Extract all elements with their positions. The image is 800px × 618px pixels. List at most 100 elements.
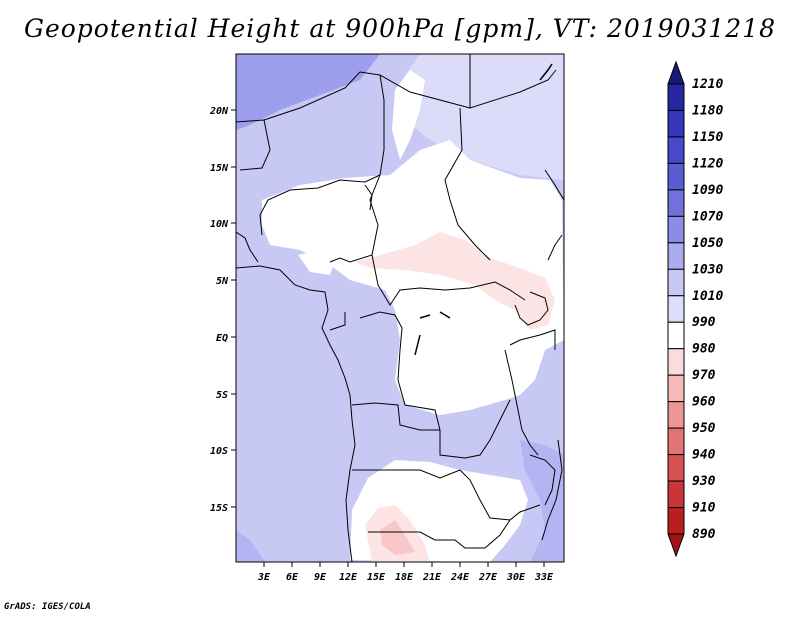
border-mozambique <box>529 454 556 506</box>
border-somalia <box>547 234 563 261</box>
coastline-east <box>541 439 563 541</box>
colorbar-segment <box>667 136 685 164</box>
colorbar-label: 960 <box>692 395 716 410</box>
latitude-axis: 20N 15N 10N 5N EQ 5S 10S 15S <box>209 106 236 514</box>
lon-label: 30E <box>506 572 526 583</box>
colorbar-segment <box>667 242 685 270</box>
lat-label: 5S <box>216 390 228 401</box>
colorbar-segment <box>667 83 685 111</box>
colorbar-label: 1150 <box>692 130 723 145</box>
coastline-west <box>236 265 356 562</box>
colorbar-label: 1180 <box>692 103 723 118</box>
lon-label: 33E <box>534 572 554 583</box>
border-uganda <box>514 291 549 326</box>
lon-label: 9E <box>314 572 327 583</box>
map-frame <box>235 53 565 563</box>
border-mauritania <box>236 119 271 171</box>
border-sudan-west <box>444 107 491 261</box>
lake-chad <box>364 184 373 211</box>
border-gabon <box>329 312 346 331</box>
colorbar-label: 930 <box>692 474 716 489</box>
colorbar-segment <box>667 189 685 217</box>
colorbar-labels: 1210 1180 1150 1120 1090 1070 1050 1030 1010 990 9… <box>692 77 723 542</box>
colorbar-label: 910 <box>692 501 716 516</box>
colorbar-label: 990 <box>692 315 716 330</box>
map-area <box>235 53 565 563</box>
border-ethiopia <box>544 169 564 201</box>
longitude-axis: 3E 6E 9E 12E 15E 18E 21E 24E 27E 30E 33E <box>257 562 554 583</box>
height-field-neutral-gulf <box>298 250 335 275</box>
height-field-neutral-central <box>262 140 564 415</box>
border-egypt <box>469 54 557 109</box>
lat-label: 10S <box>210 446 228 457</box>
chart-title: Geopotential Height at 900hPa [gpm], VT:… <box>23 14 777 43</box>
lon-label: 21E <box>422 572 442 583</box>
colorbar-segment <box>667 454 685 482</box>
lon-label: 6E <box>286 572 299 583</box>
height-field-high-southwest-corner <box>236 530 265 562</box>
map-boundaries <box>236 54 564 562</box>
colorbar-label: 980 <box>692 342 716 357</box>
lat-label: 15N <box>210 163 229 174</box>
colorbar-segment <box>667 162 685 191</box>
colorbar-arrow-bottom <box>667 533 685 558</box>
river-congo <box>414 311 451 356</box>
border-sahel <box>259 74 385 236</box>
border-car <box>371 254 526 306</box>
colorbar-label: 1010 <box>692 289 723 304</box>
border-kenya <box>509 329 556 350</box>
lake-tanganyika <box>504 349 539 456</box>
colorbar-arrow-top <box>667 60 685 85</box>
lat-label: 20N <box>209 106 229 117</box>
colorbar-label: 950 <box>692 421 716 436</box>
colorbar-segment <box>667 348 685 376</box>
border-sahara <box>263 71 471 121</box>
colorbar-segment <box>667 215 685 244</box>
colorbar-segment <box>667 427 685 456</box>
colorbar-segment <box>667 401 685 429</box>
lon-label: 3E <box>257 572 271 583</box>
colorbar-segment <box>667 374 685 403</box>
colorbar-segments <box>667 60 685 558</box>
colorbar-label: 1030 <box>692 262 723 277</box>
colorbar-label: 970 <box>692 368 716 383</box>
border-drc <box>359 311 511 459</box>
colorbar-label: 1090 <box>692 183 723 198</box>
credit-text: GrADS: IGES/COLA <box>4 602 91 612</box>
lon-label: 18E <box>395 572 414 583</box>
lat-label: 5N <box>216 276 229 287</box>
colorbar-segment <box>667 268 685 297</box>
coastline-redsea <box>539 63 553 81</box>
colorbar-label: 890 <box>692 527 716 542</box>
lon-label: 12E <box>339 572 358 583</box>
colorbar-label: 1070 <box>692 209 723 224</box>
colorbar-label: 1120 <box>692 156 723 171</box>
lon-label: 24E <box>450 572 470 583</box>
colorbar-label: 940 <box>692 448 716 463</box>
colorbar-segment <box>667 109 685 138</box>
border-botswana <box>368 504 541 549</box>
lat-label: EQ <box>216 333 228 344</box>
colorbar-segment <box>667 295 685 323</box>
coastline-westafrica <box>236 231 259 263</box>
height-field-lower-southwest <box>380 520 415 555</box>
height-field-low-central <box>355 232 555 330</box>
colorbar: 1210 1180 1150 1120 1090 1070 1050 1030 1010 990 9… <box>667 60 723 558</box>
colorbar-label: 1050 <box>692 236 723 251</box>
colorbar-segment <box>667 321 685 350</box>
height-field-very-high-north <box>236 54 380 130</box>
colorbar-label: 1210 <box>692 77 723 92</box>
border-angola <box>351 402 440 431</box>
border-namibia <box>352 469 461 479</box>
lat-label: 15S <box>210 503 228 514</box>
colorbar-segment <box>667 480 685 509</box>
lat-label: 10N <box>210 219 229 230</box>
height-field-light-northeast <box>395 54 564 180</box>
lon-label: 15E <box>367 572 386 583</box>
lon-label: 27E <box>478 572 498 583</box>
colorbar-segment <box>667 507 685 535</box>
height-field-neutral-north-plume <box>392 70 425 160</box>
height-field-high-southeast <box>520 440 564 562</box>
border-zambia <box>459 469 511 521</box>
